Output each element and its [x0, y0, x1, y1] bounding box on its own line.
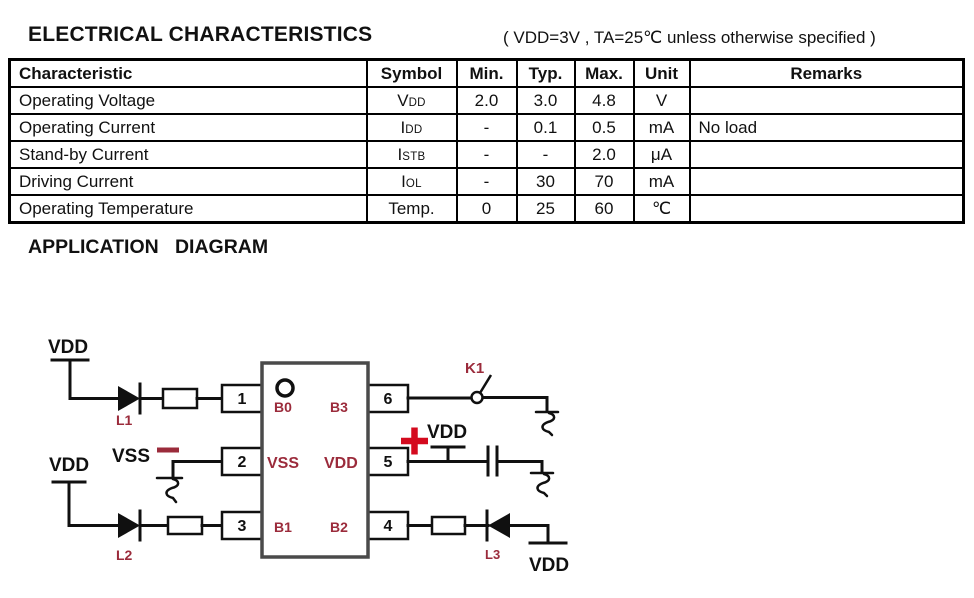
ic-pin-name-vss: VSS — [267, 455, 299, 472]
symbol-sub: STB — [402, 150, 426, 163]
cell-max: 4.8 — [573, 86, 635, 115]
cell-typ: 25 — [515, 194, 576, 224]
cell-max: 60 — [573, 194, 635, 224]
l3-label: L3 — [485, 547, 500, 562]
vdd-rail-above-cap — [430, 445, 466, 463]
cell-symbol: ISTB — [365, 140, 458, 169]
pin-box-1 — [220, 383, 264, 414]
symbol-main: Temp. — [388, 198, 435, 218]
l1-label: L1 — [116, 412, 133, 428]
pin1-indicator-circle — [275, 378, 295, 398]
cell-symbol: IOL — [365, 167, 458, 196]
electrical-characteristics-table: Characteristic Symbol Min. Typ. Max. Uni… — [8, 58, 965, 224]
symbol-sub: DD — [405, 123, 423, 136]
symbol-sub: OL — [405, 177, 422, 190]
pin-number-1: 1 — [238, 391, 247, 408]
cell-max: 70 — [573, 167, 635, 196]
vdd-label-top-left: VDD — [48, 337, 88, 358]
cell-unit: mA — [632, 113, 691, 142]
led-l3 — [485, 509, 510, 542]
ic-pin-name-b3: B3 — [330, 399, 348, 415]
ground-symbol-vss — [155, 476, 184, 504]
header-typ: Typ. — [515, 58, 576, 88]
cell-unit: V — [632, 86, 691, 115]
pin-number-6: 6 — [384, 391, 393, 408]
cell-min: 2.0 — [455, 86, 518, 115]
k1-label: K1 — [465, 360, 484, 377]
vdd-label-mid-left: VDD — [49, 455, 89, 476]
resistor-r1 — [161, 387, 199, 410]
pin-number-4: 4 — [384, 518, 393, 535]
cell-max: 2.0 — [573, 140, 635, 169]
cell-remarks — [688, 140, 965, 169]
cell-typ: - — [515, 140, 576, 169]
vdd-label-above-cap: VDD — [427, 422, 467, 443]
cell-max: 0.5 — [573, 113, 635, 142]
section-title-application-diagram: APPLICATION DIAGRAM — [28, 236, 269, 258]
header-symbol: Symbol — [365, 58, 458, 88]
symbol-main: I — [400, 117, 406, 137]
pin-number-2: 2 — [238, 454, 247, 471]
cell-remarks — [688, 167, 965, 196]
resistor-r2 — [166, 515, 204, 536]
cell-typ: 30 — [515, 167, 576, 196]
cell-unit: ℃ — [632, 194, 691, 224]
table-row: Driving Current IOL - 30 70 mA — [8, 167, 965, 196]
symbol-sub: DD — [408, 96, 426, 109]
ground-symbol-k1 — [534, 410, 560, 437]
vdd-rail-top-left — [50, 358, 90, 400]
header-remarks: Remarks — [688, 58, 965, 88]
wire — [495, 460, 544, 474]
cell-min: - — [455, 167, 518, 196]
cell-min: 0 — [455, 194, 518, 224]
cell-characteristic: Operating Temperature — [8, 194, 368, 224]
cell-characteristic: Driving Current — [8, 167, 368, 196]
cell-characteristic: Operating Current — [8, 113, 368, 142]
test-condition-note: ( VDD=3V , TA=25℃ unless otherwise speci… — [503, 28, 876, 47]
wire — [481, 396, 549, 413]
pin-number-3: 3 — [238, 518, 247, 535]
cell-unit: μA — [632, 140, 691, 169]
cell-min: - — [455, 113, 518, 142]
ic-pin-name-b0: B0 — [274, 399, 292, 415]
table-row: Operating Voltage VDD 2.0 3.0 4.8 V — [8, 86, 965, 115]
ground-symbol-cap — [529, 471, 555, 498]
ic-pin-name-vdd: VDD — [324, 455, 358, 472]
cell-remarks — [688, 86, 965, 115]
pin-number-5: 5 — [384, 454, 393, 471]
cell-min: - — [455, 140, 518, 169]
vdd-rail-mid-left — [51, 480, 87, 527]
ic-body — [260, 361, 370, 559]
cell-remarks — [688, 194, 965, 224]
resistor-r3 — [430, 515, 467, 536]
table-row: Operating Current IDD - 0.1 0.5 mA No lo… — [8, 113, 965, 142]
symbol-main: V — [397, 90, 409, 110]
cell-characteristic: Operating Voltage — [8, 86, 368, 115]
cell-typ: 3.0 — [515, 86, 576, 115]
table-row: Stand-by Current ISTB - - 2.0 μA — [8, 140, 965, 169]
cell-symbol: Temp. — [365, 194, 458, 224]
l2-label: L2 — [116, 547, 133, 563]
wire — [508, 524, 550, 545]
cell-characteristic: Stand-by Current — [8, 140, 368, 169]
cell-typ: 0.1 — [515, 113, 576, 142]
led-l2 — [118, 509, 142, 542]
cell-unit: mA — [632, 167, 691, 196]
wire — [171, 460, 224, 480]
symbol-main: I — [397, 144, 403, 164]
plus-mark — [401, 427, 428, 455]
vdd-label-bottom-right: VDD — [529, 555, 569, 576]
cell-symbol: IDD — [365, 113, 458, 142]
led-l1 — [118, 382, 142, 415]
page-title: ELECTRICAL CHARACTERISTICS — [28, 23, 373, 46]
cell-symbol: VDD — [365, 86, 458, 115]
cell-remarks: No load — [688, 113, 965, 142]
vss-label: VSS — [112, 446, 150, 467]
ic-pin-name-b1: B1 — [274, 519, 292, 535]
table-row: Operating Temperature Temp. 0 25 60 ℃ — [8, 194, 965, 224]
symbol-main: I — [401, 171, 406, 191]
ic-pin-name-b2: B2 — [330, 519, 348, 535]
